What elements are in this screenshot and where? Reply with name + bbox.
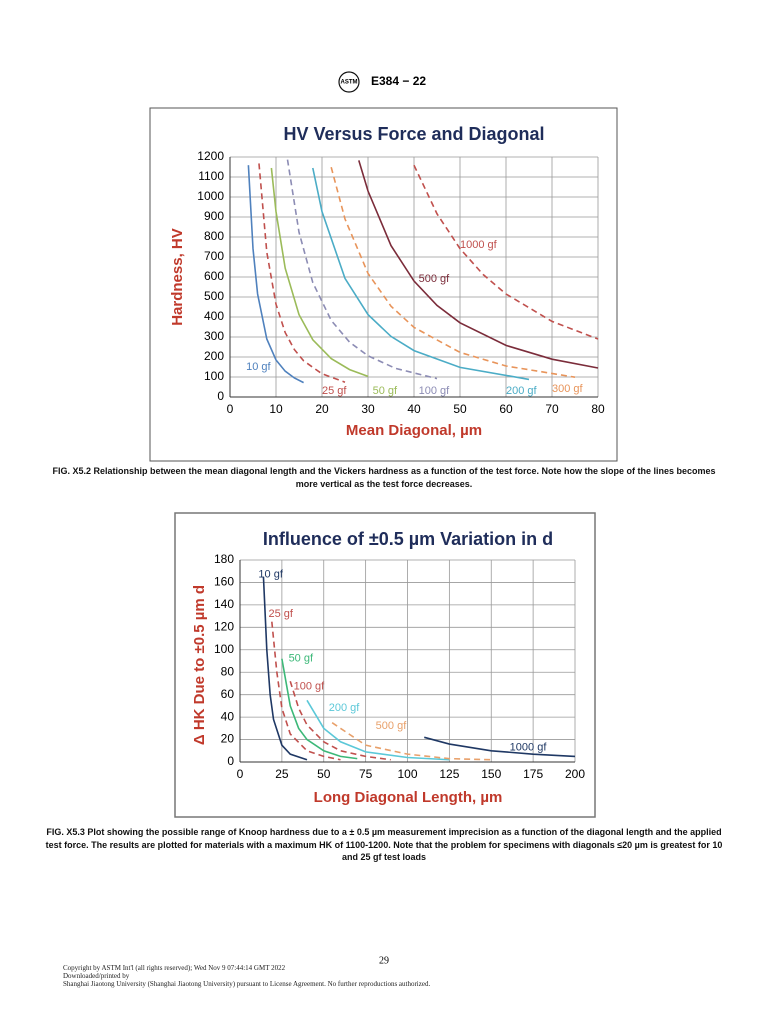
series-label: 25 gf bbox=[322, 385, 347, 397]
footer-line: Shanghai Jiaotong University (Shanghai J… bbox=[63, 980, 431, 988]
x-tick-label: 70 bbox=[545, 402, 559, 416]
logo-text: ASTM bbox=[341, 80, 358, 86]
chart-title: Influence of ±0.5 µm Variation in d bbox=[263, 529, 553, 549]
series-label: 100 gf bbox=[294, 681, 326, 693]
y-tick-label: 900 bbox=[204, 209, 224, 223]
series-label: 1000 gf bbox=[460, 239, 498, 251]
y-tick-label: 700 bbox=[204, 249, 224, 263]
y-tick-label: 0 bbox=[227, 754, 234, 768]
series-line bbox=[312, 167, 530, 381]
y-tick-label: 1100 bbox=[198, 169, 224, 183]
y-tick-label: 200 bbox=[204, 349, 224, 363]
series-label: 50 gf bbox=[289, 653, 314, 665]
astm-logo: ASTM bbox=[338, 71, 360, 93]
series-line bbox=[330, 166, 576, 378]
designation: E384 − 22 bbox=[371, 74, 426, 88]
series-line bbox=[358, 160, 599, 369]
x-tick-label: 10 bbox=[269, 402, 283, 416]
y-tick-label: 300 bbox=[204, 329, 224, 343]
x-tick-label: 150 bbox=[481, 767, 501, 781]
series-label: 25 gf bbox=[268, 608, 293, 620]
series-label: 10 gf bbox=[258, 568, 283, 580]
series-line bbox=[271, 621, 341, 761]
x-tick-label: 125 bbox=[439, 767, 459, 781]
series-line bbox=[306, 699, 450, 761]
series-label: 500 gf bbox=[419, 273, 451, 285]
y-tick-label: 600 bbox=[204, 269, 224, 283]
series-label: 500 gf bbox=[376, 720, 408, 732]
series-line bbox=[247, 165, 304, 384]
x-tick-label: 80 bbox=[591, 402, 605, 416]
y-tick-label: 1000 bbox=[197, 189, 224, 203]
y-tick-label: 160 bbox=[214, 575, 234, 589]
x-tick-label: 40 bbox=[407, 402, 421, 416]
y-tick-label: 60 bbox=[221, 687, 235, 701]
series-label: 100 gf bbox=[419, 385, 451, 397]
series-line bbox=[424, 736, 576, 758]
footer-line: Downloaded/printed by bbox=[63, 972, 130, 980]
x-tick-label: 50 bbox=[453, 402, 467, 416]
series-line bbox=[281, 658, 358, 760]
caption: FIG. X5.2 Relationship between the mean … bbox=[52, 466, 716, 489]
series-line bbox=[286, 159, 438, 380]
series-line bbox=[258, 163, 346, 383]
x-tick-label: 60 bbox=[499, 402, 513, 416]
y-tick-label: 1200 bbox=[197, 149, 224, 163]
x-tick-label: 50 bbox=[317, 767, 331, 781]
x-tick-label: 75 bbox=[359, 767, 373, 781]
y-tick-label: 400 bbox=[204, 309, 224, 323]
y-tick-label: 120 bbox=[214, 620, 234, 634]
footer-line: Copyright by ASTM Int'l (all rights rese… bbox=[63, 964, 286, 972]
y-tick-label: 500 bbox=[204, 289, 224, 303]
figure-frame bbox=[149, 107, 618, 462]
y-tick-label: 100 bbox=[214, 642, 234, 656]
y-tick-label: 100 bbox=[204, 369, 224, 383]
series-label: 300 gf bbox=[552, 383, 584, 395]
x-axis-label: Long Diagonal Length, µm bbox=[314, 789, 503, 806]
y-axis-label: Hardness, HV bbox=[169, 228, 186, 326]
series-label: 1000 gf bbox=[510, 741, 548, 753]
series-label: 50 gf bbox=[373, 385, 398, 397]
x-tick-label: 25 bbox=[275, 767, 289, 781]
y-tick-label: 20 bbox=[221, 732, 235, 746]
y-tick-label: 180 bbox=[214, 552, 234, 566]
series-line bbox=[331, 722, 492, 761]
x-tick-label: 0 bbox=[227, 402, 234, 416]
x-tick-label: 0 bbox=[237, 767, 244, 781]
chart-title: HV Versus Force and Diagonal bbox=[283, 124, 544, 144]
x-tick-label: 200 bbox=[565, 767, 585, 781]
series-label: 200 gf bbox=[329, 702, 361, 714]
y-tick-label: 40 bbox=[221, 709, 235, 723]
x-tick-label: 175 bbox=[523, 767, 543, 781]
series-label: 200 gf bbox=[506, 385, 538, 397]
y-tick-label: 140 bbox=[214, 597, 234, 611]
caption: FIG. X5.3 Plot showing the possible rang… bbox=[45, 827, 723, 862]
series-line bbox=[270, 167, 369, 378]
x-axis-label: Mean Diagonal, µm bbox=[346, 422, 482, 439]
x-tick-label: 30 bbox=[361, 402, 375, 416]
y-tick-label: 0 bbox=[217, 389, 224, 403]
figure-frame bbox=[174, 512, 596, 818]
series-label: 10 gf bbox=[246, 361, 271, 373]
x-tick-label: 20 bbox=[315, 402, 329, 416]
y-axis-label: Δ HK Due to ±0.5 µm d bbox=[191, 585, 208, 745]
y-tick-label: 80 bbox=[221, 664, 235, 678]
series-line bbox=[289, 680, 391, 761]
x-tick-label: 100 bbox=[397, 767, 417, 781]
series-line bbox=[262, 576, 308, 761]
page-number: 29 bbox=[379, 955, 389, 966]
y-tick-label: 800 bbox=[204, 229, 224, 243]
series-line bbox=[413, 164, 599, 340]
